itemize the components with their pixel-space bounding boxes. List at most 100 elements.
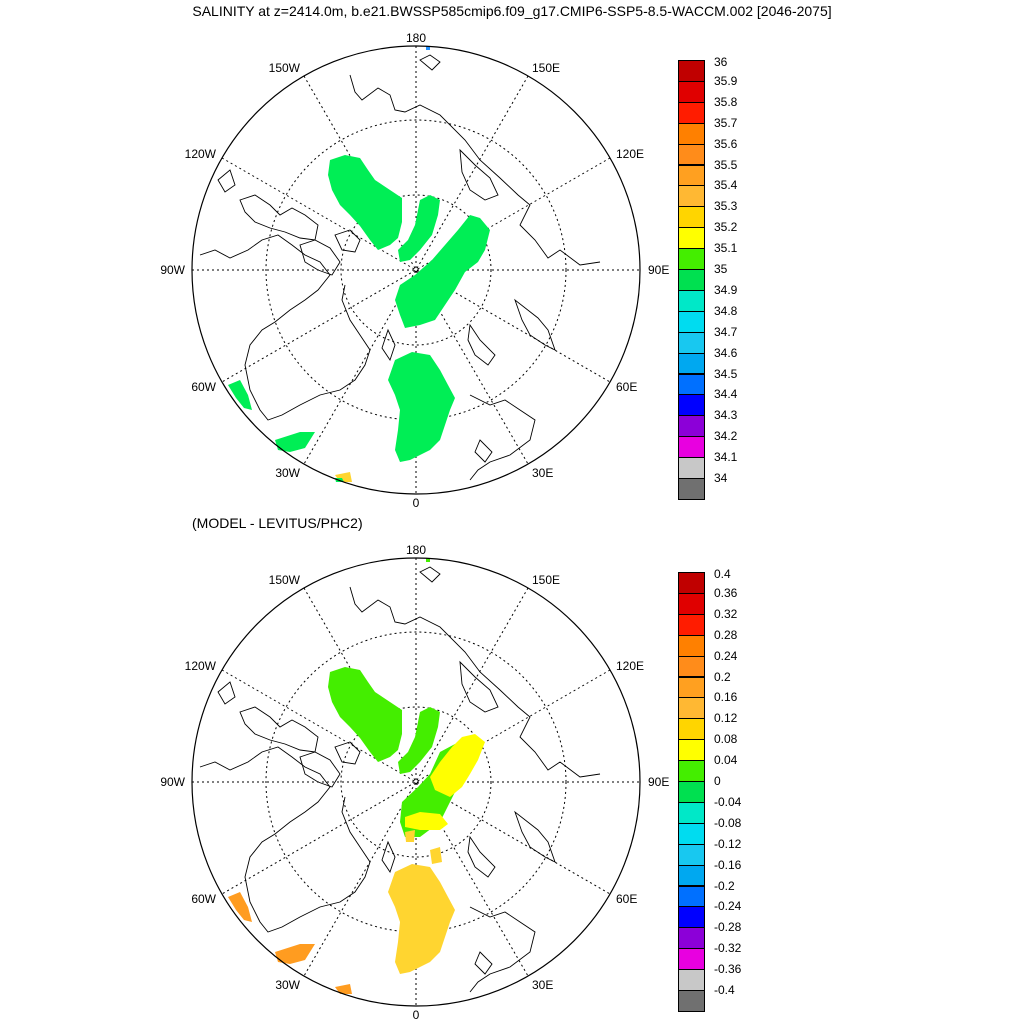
lon-label-120w: 120W xyxy=(185,659,217,673)
coastlines xyxy=(199,54,601,481)
diff-region-yellow xyxy=(430,734,485,797)
map-boundary xyxy=(191,45,641,495)
region-baffin xyxy=(228,380,252,410)
colorbar-label: -0.16 xyxy=(714,857,742,872)
colorbar-label: 35.3 xyxy=(714,199,738,214)
colorbar-swatch xyxy=(678,331,705,354)
lon-label-left: 90W xyxy=(160,775,185,789)
lon-label-right: 90E xyxy=(648,263,669,277)
colorbar-label: 35.5 xyxy=(714,157,738,172)
colorbar-swatch xyxy=(678,457,705,479)
colorbar-swatch xyxy=(678,592,705,615)
colorbar-swatch xyxy=(678,289,705,312)
colorbar-swatch xyxy=(678,143,705,166)
bottom-polar-map: 180 0 90W 90E 150W 120W 60W 30W 150E 120… xyxy=(160,543,669,1022)
colorbar-label: 35.1 xyxy=(714,241,738,256)
colorbar-swatch xyxy=(678,572,705,594)
region-nordic-seas xyxy=(388,352,455,462)
coastlines xyxy=(199,566,601,993)
colorbar-label: -0.04 xyxy=(714,794,742,809)
colorbar-label: 34.4 xyxy=(714,387,738,402)
colorbar-label: 35.4 xyxy=(714,178,738,193)
region-labrador xyxy=(275,432,315,452)
colorbar-label: 34.8 xyxy=(714,303,738,318)
colorbar-swatch xyxy=(678,655,705,678)
difference-subtitle: (MODEL - LEVITUS/PHC2) xyxy=(192,515,363,531)
colorbar-label: -0.08 xyxy=(714,815,742,830)
lon-label-120e: 120E xyxy=(616,659,644,673)
colorbar-label: -0.4 xyxy=(714,983,735,997)
diff-region-canada-basin xyxy=(328,667,402,762)
colorbar-swatch xyxy=(678,781,705,803)
colorbar-swatch xyxy=(678,394,705,417)
colorbar-label: -0.32 xyxy=(714,941,742,956)
colorbar-label: 35 xyxy=(714,262,728,276)
colorbar-label: 0.04 xyxy=(714,753,738,768)
colorbar-label: 36 xyxy=(714,55,728,69)
colorbar-swatch xyxy=(678,80,705,103)
colorbar-swatch xyxy=(678,948,705,971)
colorbar-label: 34 xyxy=(714,471,728,485)
lon-label-120w: 120W xyxy=(185,147,217,161)
lon-label-30w: 30W xyxy=(275,466,300,480)
colorbar-label: 35.9 xyxy=(714,73,738,88)
colorbar-label: 0.24 xyxy=(714,648,738,663)
region-canada-basin xyxy=(328,155,402,250)
colorbar-swatch xyxy=(678,739,705,762)
colorbar-swatch xyxy=(678,885,705,908)
lon-label-120e: 120E xyxy=(616,147,644,161)
lon-label-bottom: 0 xyxy=(413,1008,420,1022)
colorbar-label: 35.2 xyxy=(714,220,738,235)
lon-label-150w: 150W xyxy=(269,61,301,75)
colorbar-label: 35.6 xyxy=(714,136,738,151)
lon-label-top: 180 xyxy=(406,543,426,557)
colorbar-swatch xyxy=(678,373,705,396)
colorbar-swatch xyxy=(678,822,705,845)
map-boundary xyxy=(191,557,641,1007)
lon-label-30e: 30E xyxy=(532,466,553,480)
salinity-regions xyxy=(228,46,490,482)
colorbar-swatch xyxy=(678,164,705,187)
colorbar-label: -0.24 xyxy=(714,899,742,914)
lon-label-left: 90W xyxy=(160,263,185,277)
colorbar-swatch xyxy=(678,718,705,741)
colorbar-swatch xyxy=(678,969,705,991)
region-eurasian-basin-b xyxy=(395,215,490,328)
colorbar-swatch xyxy=(678,101,705,124)
region-bering-blue xyxy=(426,46,430,50)
diff-region-yellow-band xyxy=(405,812,448,830)
colorbar-swatch xyxy=(678,801,705,824)
lon-label-30w: 30W xyxy=(275,978,300,992)
colorbar-label: 34.1 xyxy=(714,450,738,465)
colorbar-swatch xyxy=(678,697,705,720)
colorbar-label: 0.16 xyxy=(714,690,738,705)
colorbar-label: 35.7 xyxy=(714,115,738,130)
lon-label-60w: 60W xyxy=(191,380,216,394)
diff-region-eurasian-a xyxy=(398,707,440,774)
diff-region-gold-small xyxy=(405,830,415,842)
colorbar-swatch xyxy=(678,352,705,375)
colorbar-label: -0.36 xyxy=(714,962,742,977)
colorbar-swatch xyxy=(678,185,705,208)
colorbar-swatch xyxy=(678,843,705,866)
colorbar-label: 0.2 xyxy=(714,669,731,684)
lon-label-60w: 60W xyxy=(191,892,216,906)
diff-region-labrador xyxy=(275,944,315,964)
colorbar-swatch xyxy=(678,906,705,929)
colorbar-label: -0.12 xyxy=(714,836,742,851)
colorbar-label: 34.3 xyxy=(714,408,738,423)
colorbar-label: 0.4 xyxy=(714,567,731,581)
colorbar-label: 34.9 xyxy=(714,282,738,297)
colorbar-label: 0.28 xyxy=(714,627,738,642)
colorbar-swatch xyxy=(678,613,705,636)
colorbar-swatch xyxy=(678,227,705,250)
lon-label-top: 180 xyxy=(406,31,426,45)
colorbar-label: -0.28 xyxy=(714,920,742,935)
colorbar-swatch xyxy=(678,310,705,333)
diff-region-baffin xyxy=(228,892,252,922)
lon-label-150e: 150E xyxy=(532,61,560,75)
colorbar-swatch xyxy=(678,478,705,500)
lon-label-60e: 60E xyxy=(616,892,637,906)
colorbar-swatch xyxy=(678,248,705,270)
colorbar-label: 35.8 xyxy=(714,94,738,109)
